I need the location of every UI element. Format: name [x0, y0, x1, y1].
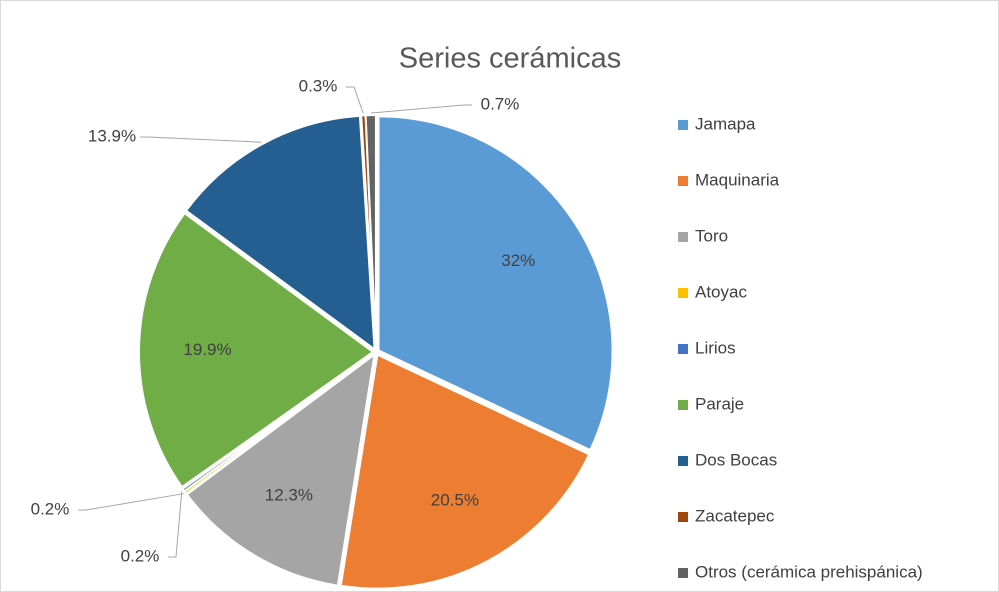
- legend-swatch: [678, 344, 688, 354]
- data-label: 0.2%: [121, 546, 160, 565]
- legend-label: Maquinaria: [695, 170, 780, 189]
- leader-line: [168, 491, 183, 558]
- data-label: 19.9%: [183, 340, 231, 359]
- leader-line: [78, 493, 184, 511]
- pie-slice: [185, 352, 376, 587]
- legend-swatch: [678, 176, 688, 186]
- legend-swatch: [678, 120, 688, 130]
- legend-swatch: [678, 400, 688, 410]
- pie-slice: [377, 115, 614, 452]
- data-label: 12.3%: [265, 486, 313, 505]
- legend-label: Zacatepec: [695, 506, 775, 525]
- chart-title: Series cerámicas: [399, 43, 621, 75]
- pie-slice: [181, 352, 375, 493]
- pie-slice: [184, 114, 376, 352]
- legend-label: Otros (cerámica prehispánica): [695, 562, 923, 581]
- data-label: 13.9%: [88, 126, 136, 145]
- legend-swatch: [678, 512, 688, 522]
- legend-swatch: [678, 288, 688, 298]
- leader-line: [370, 104, 472, 114]
- legend-swatch: [678, 456, 688, 466]
- data-label: 20.5%: [431, 490, 479, 509]
- pie-slice: [339, 353, 591, 590]
- leader-line: [140, 136, 262, 143]
- data-label: 0.2%: [31, 499, 70, 518]
- legend-label: Paraje: [695, 394, 744, 413]
- data-label: 0.7%: [481, 94, 520, 113]
- legend-label: Atoyac: [695, 282, 747, 301]
- legend-label: Lirios: [695, 338, 736, 357]
- data-label: 32%: [501, 251, 535, 270]
- legend-label: Dos Bocas: [695, 450, 777, 469]
- data-label: 0.3%: [299, 76, 338, 95]
- pie-slice: [364, 114, 377, 350]
- legend-label: Jamapa: [695, 114, 756, 133]
- legend-swatch: [678, 232, 688, 242]
- legend-swatch: [678, 568, 688, 578]
- legend-label: Toro: [695, 226, 728, 245]
- pie-slice: [138, 211, 375, 489]
- leader-line: [346, 86, 364, 114]
